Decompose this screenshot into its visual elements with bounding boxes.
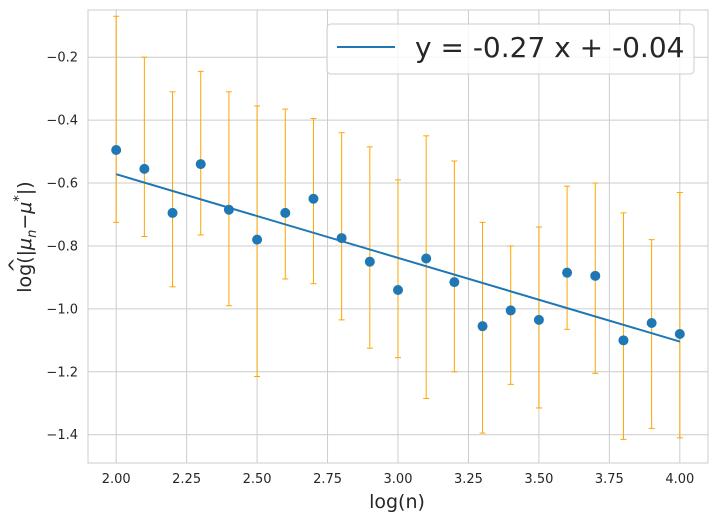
- fit-line: [115, 173, 681, 343]
- data-point: [223, 204, 234, 215]
- x-tick-label: 3.50: [524, 472, 553, 487]
- data-point: [111, 144, 122, 155]
- legend-label: y = -0.27 x + -0.04: [415, 31, 684, 64]
- x-tick-label: 2.00: [102, 472, 131, 487]
- data-point: [252, 234, 263, 245]
- data-point: [674, 329, 685, 340]
- data-point: [449, 277, 460, 288]
- data-point: [590, 270, 601, 281]
- x-tick-label: 2.25: [172, 472, 201, 487]
- data-point: [562, 267, 573, 278]
- y-label-mu: μ: [14, 238, 36, 251]
- data-point: [195, 159, 206, 170]
- data-point: [393, 284, 403, 295]
- data-point: [308, 193, 319, 204]
- y-tick-label: −1.2: [46, 365, 78, 380]
- x-axis-label: log(n): [369, 491, 425, 513]
- x-tick-label: 2.75: [313, 472, 342, 487]
- plot-frame: [87, 9, 709, 464]
- svg-text:log(|μn−μ*|): log(|μn−μ*|): [12, 181, 40, 292]
- data-point: [646, 318, 657, 329]
- y-axis-label: log(|μn−μ*|) ^: [5, 181, 40, 292]
- data-point: [167, 207, 178, 218]
- data-point: [618, 335, 629, 346]
- legend: y = -0.27 x + -0.04: [326, 23, 695, 75]
- y-label-star: *: [12, 195, 27, 202]
- data-points: [111, 144, 685, 346]
- y-label-prefix: log(|: [14, 250, 36, 293]
- y-axis-ticks: −0.2 −0.4 −0.6 −0.8 −1.0 −1.2 −1.4: [46, 51, 78, 444]
- y-label-hat: ^: [5, 257, 27, 273]
- x-tick-label: 3.25: [454, 472, 483, 487]
- legend-box: [326, 23, 695, 75]
- data-point: [533, 314, 544, 325]
- y-tick-label: −0.2: [46, 51, 78, 66]
- x-tick-label: 4.00: [665, 472, 694, 487]
- x-axis-ticks: 2.00 2.25 2.50 2.75 3.00 3.25 3.50 3.75 4.00: [102, 472, 695, 487]
- fit-line-group: [115, 173, 681, 343]
- data-point: [505, 305, 516, 316]
- data-point: [139, 163, 150, 174]
- y-label-minus: −: [14, 214, 36, 230]
- x-tick-label: 2.50: [243, 472, 272, 487]
- y-tick-label: −0.8: [46, 239, 78, 254]
- data-point: [336, 233, 347, 244]
- y-tick-label: −1.4: [46, 428, 78, 443]
- y-tick-label: −0.6: [46, 177, 78, 192]
- x-tick-label: 3.00: [384, 472, 413, 487]
- data-point: [477, 321, 488, 332]
- y-label-suffix: |): [14, 181, 36, 195]
- y-tick-label: −0.4: [46, 114, 78, 129]
- x-tick-label: 3.75: [595, 472, 624, 487]
- data-point: [280, 207, 291, 218]
- y-tick-label: −1.0: [46, 302, 78, 317]
- data-point: [421, 253, 432, 264]
- data-point: [364, 256, 375, 267]
- y-label-sub: n: [25, 230, 40, 238]
- y-label-mu-star: μ: [14, 202, 36, 215]
